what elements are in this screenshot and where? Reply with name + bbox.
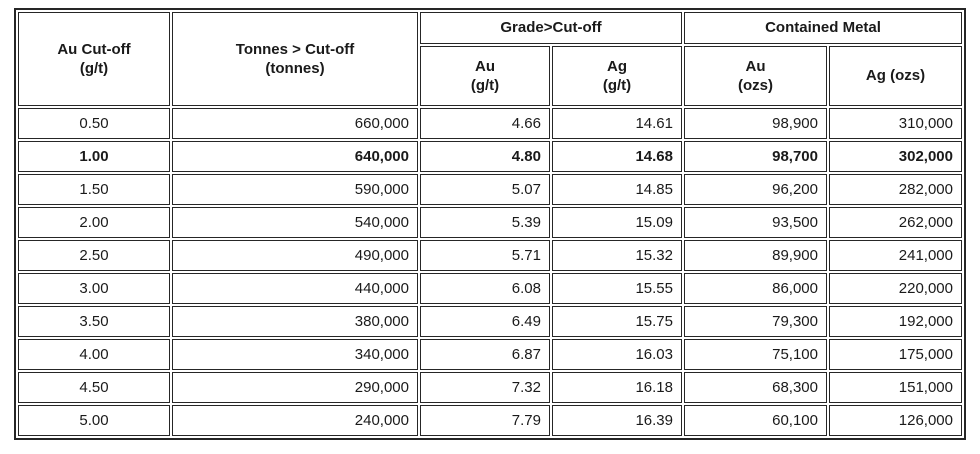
cell-metal-au: 93,500 (684, 207, 827, 238)
cell-tonnes: 490,000 (172, 240, 418, 271)
cell-grade-au: 7.79 (420, 405, 550, 436)
table-row: 4.50 290,000 7.32 16.18 68,300 151,000 (18, 372, 962, 403)
cell-metal-au: 79,300 (684, 306, 827, 337)
table-header: Au Cut-off (g/t) Tonnes > Cut-off (tonne… (18, 12, 962, 106)
cell-grade-ag: 16.18 (552, 372, 682, 403)
cell-metal-ag: 151,000 (829, 372, 962, 403)
cell-metal-ag: 175,000 (829, 339, 962, 370)
table-row: 4.00 340,000 6.87 16.03 75,100 175,000 (18, 339, 962, 370)
cell-grade-au: 4.66 (420, 108, 550, 139)
header-metal-group: Contained Metal (684, 12, 962, 44)
table-row: 1.00 640,000 4.80 14.68 98,700 302,000 (18, 141, 962, 172)
cell-grade-ag: 14.61 (552, 108, 682, 139)
table-row: 2.00 540,000 5.39 15.09 93,500 262,000 (18, 207, 962, 238)
cell-au-cutoff: 2.00 (18, 207, 170, 238)
header-grade-group: Grade>Cut-off (420, 12, 682, 44)
cell-tonnes: 440,000 (172, 273, 418, 304)
cell-metal-au: 75,100 (684, 339, 827, 370)
cell-metal-au: 98,900 (684, 108, 827, 139)
cell-au-cutoff: 3.00 (18, 273, 170, 304)
cell-au-cutoff: 1.00 (18, 141, 170, 172)
header-au-cutoff: Au Cut-off (g/t) (18, 12, 170, 106)
cell-tonnes: 660,000 (172, 108, 418, 139)
cell-grade-au: 6.49 (420, 306, 550, 337)
cell-metal-au: 60,100 (684, 405, 827, 436)
cell-metal-au: 68,300 (684, 372, 827, 403)
cell-metal-ag: 262,000 (829, 207, 962, 238)
cutoff-grade-table: Au Cut-off (g/t) Tonnes > Cut-off (tonne… (14, 8, 966, 440)
cell-grade-au: 5.71 (420, 240, 550, 271)
cell-grade-ag: 15.09 (552, 207, 682, 238)
cell-au-cutoff: 2.50 (18, 240, 170, 271)
header-grade-ag: Ag (g/t) (552, 46, 682, 106)
cell-tonnes: 540,000 (172, 207, 418, 238)
cell-grade-ag: 14.68 (552, 141, 682, 172)
cell-tonnes: 340,000 (172, 339, 418, 370)
cell-grade-au: 5.39 (420, 207, 550, 238)
header-tonnes-line1: Tonnes > Cut-off (235, 40, 355, 58)
header-metal-au-line1: Au (745, 57, 766, 75)
header-grade-au-line1: Au (475, 57, 495, 75)
table-row: 5.00 240,000 7.79 16.39 60,100 126,000 (18, 405, 962, 436)
table-row: 3.50 380,000 6.49 15.75 79,300 192,000 (18, 306, 962, 337)
cell-grade-au: 6.08 (420, 273, 550, 304)
table-row: 1.50 590,000 5.07 14.85 96,200 282,000 (18, 174, 962, 205)
header-group-row: Au Cut-off (g/t) Tonnes > Cut-off (tonne… (18, 12, 962, 106)
cell-metal-ag: 220,000 (829, 273, 962, 304)
cell-tonnes: 590,000 (172, 174, 418, 205)
table-row: 0.50 660,000 4.66 14.61 98,900 310,000 (18, 108, 962, 139)
cell-grade-au: 6.87 (420, 339, 550, 370)
header-tonnes: Tonnes > Cut-off (tonnes) (172, 12, 418, 106)
cell-tonnes: 380,000 (172, 306, 418, 337)
cell-grade-ag: 15.55 (552, 273, 682, 304)
cell-metal-ag: 126,000 (829, 405, 962, 436)
cell-au-cutoff: 1.50 (18, 174, 170, 205)
header-grade-au: Au (g/t) (420, 46, 550, 106)
cell-au-cutoff: 4.00 (18, 339, 170, 370)
table-body: 0.50 660,000 4.66 14.61 98,900 310,000 1.00 640… (18, 108, 962, 436)
header-grade-ag-line2: (g/t) (602, 77, 632, 94)
header-sub-row: Au (g/t) Ag (g/t) Au (ozs) Ag (ozs) (18, 46, 962, 106)
cell-grade-au: 5.07 (420, 174, 550, 205)
cell-metal-au: 89,900 (684, 240, 827, 271)
cell-metal-au: 96,200 (684, 174, 827, 205)
table-row: 3.00 440,000 6.08 15.55 86,000 220,000 (18, 273, 962, 304)
cell-grade-ag: 14.85 (552, 174, 682, 205)
header-grade-au-line2: (g/t) (470, 77, 500, 94)
header-metal-au-line2: (ozs) (738, 77, 773, 94)
cell-grade-ag: 15.32 (552, 240, 682, 271)
cell-au-cutoff: 4.50 (18, 372, 170, 403)
header-metal-ag: Ag (ozs) (829, 46, 962, 106)
cell-au-cutoff: 0.50 (18, 108, 170, 139)
header-grade-ag-line1: Ag (607, 57, 627, 75)
cell-tonnes: 640,000 (172, 141, 418, 172)
cell-metal-ag: 192,000 (829, 306, 962, 337)
table-row: 2.50 490,000 5.71 15.32 89,900 241,000 (18, 240, 962, 271)
cell-grade-ag: 16.03 (552, 339, 682, 370)
header-au-cutoff-line2: (g/t) (79, 60, 109, 77)
cell-metal-ag: 282,000 (829, 174, 962, 205)
cell-au-cutoff: 5.00 (18, 405, 170, 436)
cell-metal-ag: 302,000 (829, 141, 962, 172)
header-tonnes-line2: (tonnes) (265, 60, 325, 77)
cell-metal-ag: 310,000 (829, 108, 962, 139)
cell-metal-ag: 241,000 (829, 240, 962, 271)
header-au-cutoff-line1: Au Cut-off (57, 40, 131, 58)
cell-metal-au: 98,700 (684, 141, 827, 172)
cell-grade-ag: 15.75 (552, 306, 682, 337)
cell-grade-au: 7.32 (420, 372, 550, 403)
cell-grade-au: 4.80 (420, 141, 550, 172)
cell-tonnes: 290,000 (172, 372, 418, 403)
header-metal-au: Au (ozs) (684, 46, 827, 106)
cell-au-cutoff: 3.50 (18, 306, 170, 337)
cell-grade-ag: 16.39 (552, 405, 682, 436)
cell-tonnes: 240,000 (172, 405, 418, 436)
cell-metal-au: 86,000 (684, 273, 827, 304)
